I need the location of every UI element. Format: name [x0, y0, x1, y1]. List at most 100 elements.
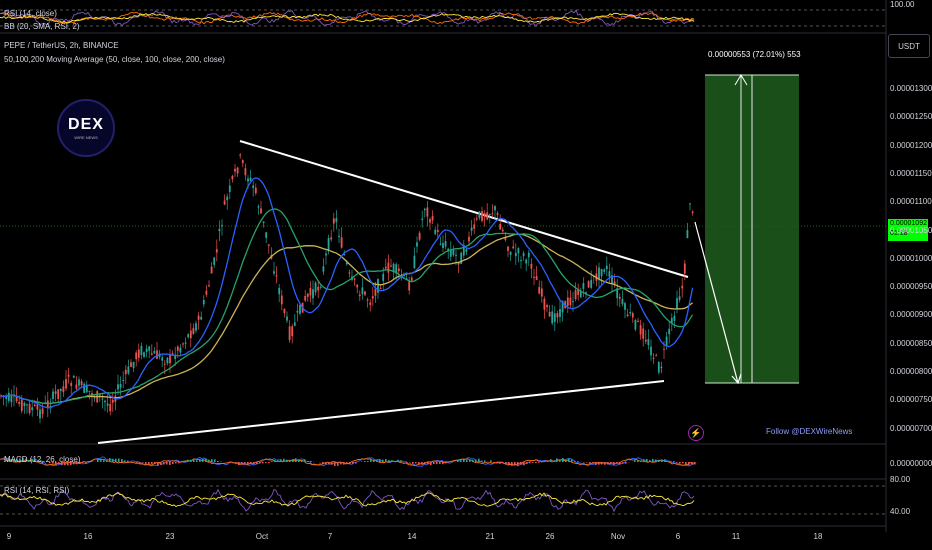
macd-histogram-bar	[64, 462, 66, 466]
candle-body	[621, 299, 624, 305]
candle-body	[293, 322, 296, 326]
dex-logo: DEX WIRE NEWS	[57, 99, 115, 157]
macd-histogram-bar	[169, 462, 171, 465]
bottom-rsi-group	[0, 485, 886, 515]
candle-body	[62, 386, 65, 393]
candle-body	[631, 313, 634, 318]
macd-histogram-bar	[304, 459, 306, 462]
candle-body	[143, 352, 145, 357]
candle-body	[668, 328, 671, 335]
candle-body	[252, 185, 255, 189]
time-axis-label: 9	[6, 532, 12, 541]
macd-histogram-bar	[568, 458, 570, 462]
candle-body	[439, 243, 442, 245]
ma-indicator-legend[interactable]: 50,100,200 Moving Average (50, close, 10…	[4, 55, 225, 64]
macd-histogram-bar	[112, 458, 114, 462]
macd-histogram-bar	[127, 460, 129, 462]
candle-body	[374, 289, 377, 296]
candle-body	[504, 237, 507, 240]
macd-legend[interactable]: MACD (12, 26, close)	[4, 455, 81, 464]
candle-body	[598, 267, 600, 280]
macd-histogram-bar	[694, 462, 696, 465]
macd-histogram-bar	[40, 460, 42, 462]
macd-histogram-bar	[76, 462, 78, 465]
macd-histogram-bar	[349, 462, 351, 465]
macd-histogram-bar	[574, 461, 576, 462]
macd-histogram-bar	[475, 459, 477, 462]
candle-body	[499, 224, 502, 230]
candle-body	[260, 208, 262, 214]
top-bb-line	[0, 11, 695, 25]
macd-histogram-bar	[586, 462, 588, 463]
candle-body	[431, 216, 434, 221]
candle-body	[296, 310, 299, 313]
macd-histogram-bar	[535, 462, 537, 464]
lower-trendline	[97, 380, 665, 444]
macd-histogram-bar	[31, 458, 33, 462]
price-axis-label: 0.00000750	[890, 395, 932, 405]
candle-body	[163, 363, 166, 365]
price-axis-label: 0.00000900	[890, 310, 932, 320]
macd-histogram-bar	[688, 462, 690, 466]
macd-histogram-bar	[646, 458, 648, 462]
macd-histogram-bar	[385, 459, 387, 462]
macd-histogram-bar	[241, 462, 243, 465]
candle-body	[135, 352, 138, 360]
candle-body	[54, 391, 57, 394]
macd-histogram-bar	[100, 460, 102, 462]
candle-body	[629, 312, 632, 314]
candle-body	[124, 369, 127, 375]
rsi-line	[0, 488, 695, 513]
candle-body	[145, 348, 148, 352]
top-rsi-axis-label: 100.00	[890, 0, 915, 9]
macd-histogram-bar	[214, 459, 216, 462]
candle-body	[663, 348, 665, 350]
rsi-legend[interactable]: RSI (14, RSI, RSI)	[4, 486, 70, 495]
candle-body	[98, 394, 101, 396]
currency-button[interactable]: USDT	[888, 34, 930, 58]
macd-histogram-bar	[616, 462, 618, 464]
candle-body	[182, 343, 184, 345]
top-rsi-legend[interactable]: RSI (14, close)	[4, 9, 57, 18]
upper-trendline	[239, 140, 689, 278]
bolt-icon[interactable]: ⚡	[688, 425, 704, 441]
candle-body	[257, 206, 260, 208]
top-bb-legend[interactable]: BB (20, SMA, RSI, 2)	[4, 22, 80, 31]
candle-body	[676, 298, 678, 310]
candle-body	[10, 395, 13, 403]
candle-body	[520, 260, 522, 262]
macd-histogram-bar	[52, 462, 54, 464]
macd-histogram-bar	[277, 460, 279, 462]
candle-body	[434, 229, 437, 234]
candle-body	[335, 218, 338, 222]
macd-histogram-bar	[187, 459, 189, 462]
candle-body	[226, 196, 229, 201]
symbol-title[interactable]: PEPE / TetherUS, 2h, BINANCE	[4, 41, 119, 50]
candle-body	[525, 259, 528, 264]
candle-body	[288, 326, 291, 340]
macd-histogram-bar	[85, 462, 87, 464]
candle-body	[348, 272, 351, 274]
candle-body	[650, 346, 652, 356]
macd-histogram-bar	[610, 462, 612, 464]
macd-histogram-bar	[499, 462, 501, 464]
candle-body	[507, 246, 509, 251]
macd-histogram-bar	[49, 462, 51, 464]
macd-histogram-bar	[520, 462, 522, 465]
macd-histogram-bar	[412, 462, 414, 464]
candle-body	[538, 287, 541, 294]
candle-body	[452, 249, 455, 256]
macd-histogram-bar	[538, 462, 540, 463]
macd-histogram-bar	[667, 461, 669, 462]
candle-body	[408, 280, 411, 291]
candle-body	[535, 276, 538, 280]
macd-histogram-bar	[544, 461, 546, 462]
macd-histogram-bar	[418, 462, 420, 465]
macd-histogram-bar	[79, 462, 81, 465]
macd-histogram-bar	[139, 462, 141, 464]
candle-body	[522, 253, 525, 257]
candle-body	[31, 407, 34, 411]
macd-histogram-bar	[691, 462, 693, 465]
